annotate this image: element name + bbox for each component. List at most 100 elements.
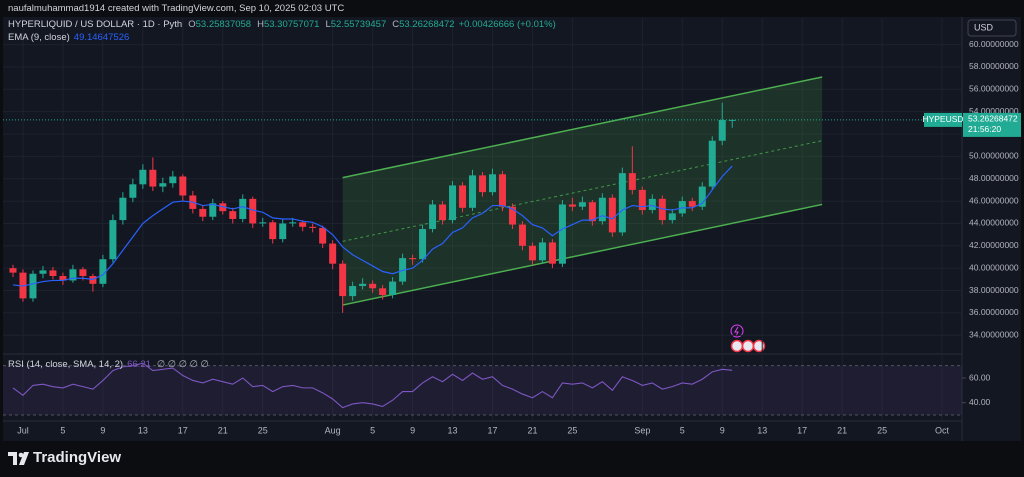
event-icon[interactable]	[741, 339, 755, 353]
rsi-name: RSI (14, close, SMA, 14, 2)	[8, 359, 124, 370]
candle-body	[289, 222, 297, 224]
candle-body	[359, 283, 367, 287]
y-tick-label: 42.00000000	[969, 240, 1019, 250]
candle-body	[349, 286, 357, 297]
candle-body	[199, 208, 207, 217]
countdown: 21:56:20	[968, 124, 1001, 134]
candle-body	[69, 269, 77, 281]
currency: USD	[974, 22, 994, 32]
candle-body	[498, 174, 506, 207]
ema-value: 49.14647526	[73, 32, 130, 43]
price-tag	[924, 112, 962, 127]
rsi-value: 66.21	[127, 359, 151, 370]
candle-body	[628, 173, 636, 190]
x-tick-label: 13	[448, 425, 458, 435]
candle-body	[488, 174, 496, 193]
channel-middle	[342, 140, 823, 242]
candle-body	[558, 204, 566, 264]
y-tick-label: 44.00000000	[969, 218, 1019, 228]
candle-body	[718, 119, 726, 141]
candle-body	[259, 222, 267, 224]
price-value: 53.26268472	[968, 114, 1018, 124]
y-tick-label: 40.00000000	[969, 262, 1019, 272]
logo-shape	[19, 452, 29, 465]
channel-fill	[342, 77, 823, 306]
channel-lower	[342, 203, 823, 306]
event-icons	[730, 324, 766, 353]
candle-body	[469, 175, 477, 208]
candle-body	[449, 185, 457, 221]
candle-body	[169, 176, 177, 184]
y-tick-label: 36.00000000	[969, 307, 1019, 317]
ohlc-item: C53.26268472	[390, 19, 454, 30]
candle-body	[409, 258, 417, 260]
price-tag-symbol: HYPEUSD	[922, 114, 963, 124]
candle-body	[588, 202, 596, 222]
candle-body	[369, 283, 377, 289]
candle-body	[598, 197, 606, 222]
x-tick-label: 21	[837, 425, 847, 435]
x-tick-label: 21	[218, 425, 228, 435]
y-tick-label: 48.00000000	[969, 173, 1019, 183]
candle-body	[528, 245, 536, 261]
channel-upper	[342, 76, 823, 179]
currency-box[interactable]	[967, 19, 1017, 37]
event-icon[interactable]	[730, 339, 744, 353]
candle-body	[109, 220, 117, 260]
candle-body	[688, 201, 696, 207]
x-tick-label: 13	[757, 425, 767, 435]
candle-body	[708, 140, 716, 187]
x-tick-label: Jul	[17, 425, 29, 435]
ema-line	[12, 165, 733, 287]
y-tick-label: 60.00	[969, 372, 991, 382]
candle-body	[209, 203, 217, 217]
y-tick-label: 38.00000000	[969, 285, 1019, 295]
lightning	[734, 326, 739, 337]
price-box	[963, 112, 1021, 137]
logo-shape	[8, 452, 17, 465]
x-tick-label: 5	[60, 425, 65, 435]
ohlc-item: O53.25837058	[186, 19, 251, 30]
ohlc-item: H53.30757071	[255, 19, 319, 30]
x-tick-label: 17	[797, 425, 807, 435]
candle-body	[179, 176, 187, 196]
candle-body	[79, 269, 87, 276]
candle-body	[99, 259, 107, 284]
y-tick-label: 54.00000000	[969, 106, 1019, 116]
ohlc-label: C	[392, 19, 400, 30]
candle-body	[239, 198, 247, 219]
candle-body	[159, 183, 167, 187]
candle-body	[339, 263, 347, 297]
ohlc-label: O	[188, 19, 196, 30]
y-tick-label: 34.00000000	[969, 329, 1019, 339]
y-tick-label: 56.00000000	[969, 84, 1019, 94]
symbol-legend: HYPERLIQUID / US DOLLAR · 1D · Pyth O53.2…	[8, 19, 556, 30]
rsi-line	[12, 362, 733, 409]
candle-body	[379, 288, 387, 295]
rsi-band	[3, 365, 962, 416]
candle-body	[439, 204, 447, 221]
candle-body	[429, 204, 437, 230]
x-tick-label: 9	[100, 425, 105, 435]
change: +0.00426666 (+0.01%)	[458, 19, 556, 30]
ohlc-label: H	[257, 19, 264, 30]
candle-body	[638, 189, 646, 211]
candle-body	[618, 173, 626, 233]
ema-name: EMA (9, close)	[8, 32, 70, 43]
symbol: HYPERLIQUID / US DOLLAR · 1D · Pyth	[8, 19, 183, 30]
x-tick-label: 17	[487, 425, 497, 435]
event-icon[interactable]	[752, 339, 766, 353]
rsi-placeholders: ∅ ∅ ∅ ∅ ∅	[156, 359, 209, 370]
x-tick-label: Oct	[935, 425, 950, 435]
x-tick-label: 25	[567, 425, 577, 435]
x-tick-label: Aug	[325, 425, 341, 435]
x-tick-label: 25	[877, 425, 887, 435]
candle-body	[279, 223, 287, 240]
x-tick-label: 21	[527, 425, 537, 435]
candle-body	[459, 185, 467, 208]
event-icon[interactable]	[730, 324, 744, 338]
y-tick-label: 46.00000000	[969, 195, 1019, 205]
candle-body	[698, 186, 706, 207]
logo-shape	[18, 452, 24, 458]
y-tick-label: 50.00000000	[969, 151, 1019, 161]
